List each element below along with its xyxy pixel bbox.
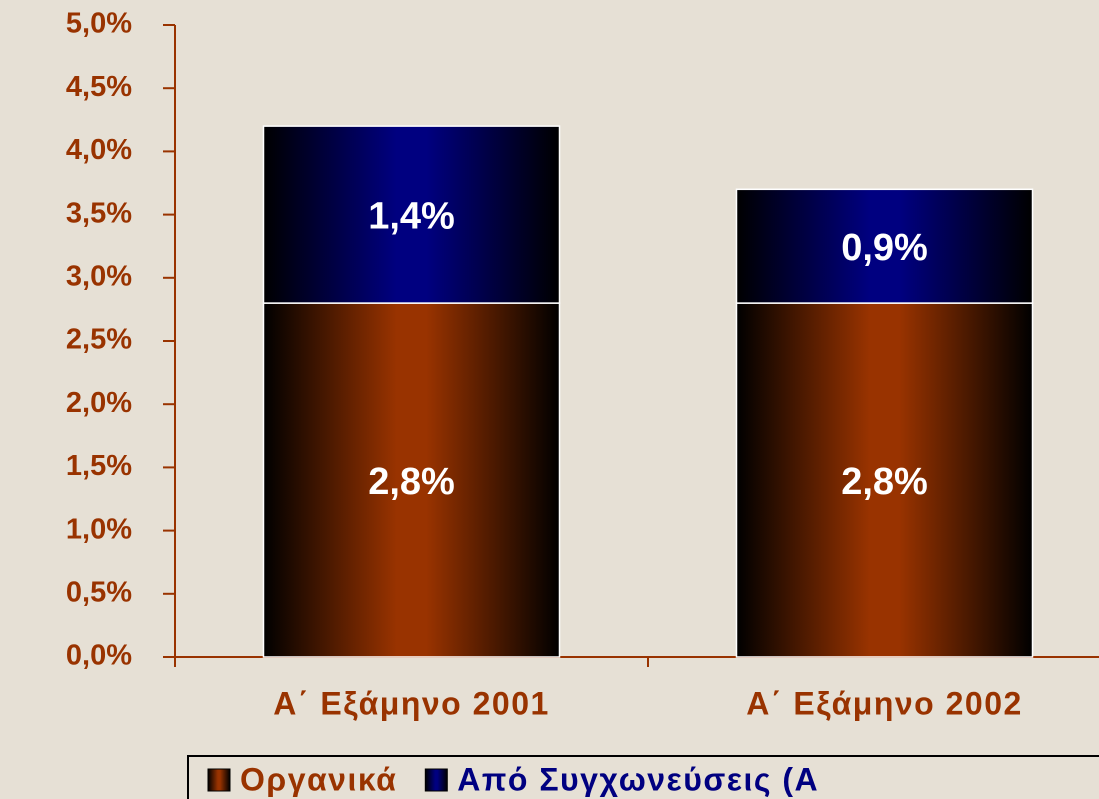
data-label: 2,8% <box>841 461 928 503</box>
bar-segment <box>735 188 1034 304</box>
x-tick-label: Α΄ Εξάμηνο 2002 <box>746 685 1023 721</box>
y-tick-label: 0,5% <box>66 576 132 608</box>
legend-label: Οργανικά <box>240 761 397 797</box>
legend-box <box>187 755 1099 799</box>
data-label: 2,8% <box>368 461 455 503</box>
y-tick-label: 4,5% <box>66 71 132 103</box>
bar-segment <box>735 302 1034 658</box>
legend-swatch <box>424 768 448 792</box>
bar-segment <box>262 302 561 658</box>
y-tick-label: 4,0% <box>66 134 132 166</box>
data-label: 1,4% <box>368 196 455 238</box>
y-tick-label: 2,0% <box>66 387 132 419</box>
y-tick-label: 1,5% <box>66 450 132 482</box>
legend-label: Από Συγχωνεύσεις (Α <box>457 761 819 797</box>
data-label: 0,9% <box>841 227 928 269</box>
legend-swatch <box>207 768 231 792</box>
y-tick-label: 5,0% <box>66 8 132 40</box>
y-tick-label: 3,0% <box>66 260 132 292</box>
y-tick-label: 0,0% <box>66 640 132 672</box>
y-tick-label: 3,5% <box>66 197 132 229</box>
y-tick-label: 1,0% <box>66 513 132 545</box>
y-tick-label: 2,5% <box>66 324 132 356</box>
x-tick-label: Α΄ Εξάμηνο 2001 <box>273 685 550 721</box>
bar-segment <box>262 125 561 304</box>
